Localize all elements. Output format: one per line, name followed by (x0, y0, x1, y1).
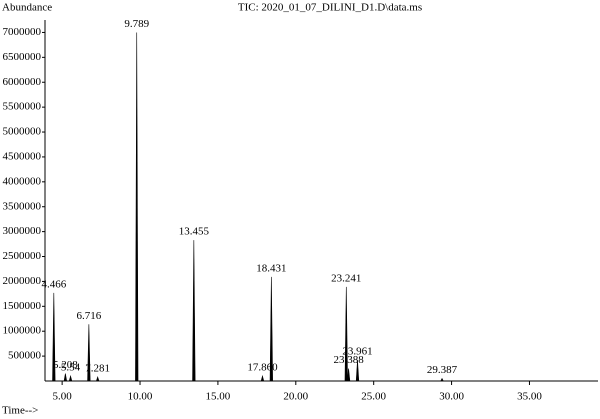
y-tick-label: 1500000 (3, 300, 42, 312)
x-tick-label: 10.00 (128, 391, 153, 403)
peak-label: 23.241 (331, 272, 361, 284)
peak (68, 374, 73, 382)
y-tick-label: 4500000 (3, 150, 42, 162)
peak (192, 240, 196, 382)
peak (440, 377, 444, 382)
peak (87, 324, 91, 382)
x-tick-label: 20.00 (283, 391, 308, 403)
x-tick-label: 15.00 (206, 391, 231, 403)
y-tick-label: 6000000 (3, 76, 42, 88)
y-tick-label: 3000000 (3, 225, 42, 237)
peak-label: 23.961 (342, 346, 372, 358)
peak-label: 5.208 (53, 359, 78, 371)
peak (63, 373, 68, 382)
x-tick-label: 5.00 (53, 391, 73, 403)
peak (95, 376, 100, 382)
y-tick-label: 6500000 (3, 51, 42, 63)
y-tick-label: 1000000 (3, 325, 42, 337)
peak (346, 368, 351, 382)
peak (355, 360, 360, 382)
peak-label: 18.431 (256, 262, 286, 274)
peak (344, 286, 348, 382)
peak-label: 17.860 (247, 362, 278, 374)
peak (135, 32, 139, 382)
y-tick-label: 500000 (8, 350, 42, 362)
y-tick-label: 2000000 (3, 275, 42, 287)
peak-label: 9.789 (124, 18, 149, 30)
peak-label: 5.54 (61, 362, 81, 374)
peak-label: 23.388 (333, 354, 364, 366)
x-axis-label: Time--> (2, 405, 38, 417)
peak-label: 6.716 (76, 310, 101, 322)
peak-label: 7.281 (85, 363, 110, 375)
y-tick-label: 4000000 (3, 175, 42, 187)
peak (52, 292, 56, 382)
y-tick-label: 3500000 (3, 200, 42, 212)
peak (260, 374, 265, 382)
y-tick-label: 5000000 (3, 126, 42, 138)
x-tick-label: 25.00 (361, 391, 386, 403)
peak (269, 276, 273, 382)
peak-label: 13.455 (179, 226, 210, 238)
y-axis-label: Abundance (2, 2, 52, 14)
y-tick-label: 2500000 (3, 250, 42, 262)
x-tick-label: 35.00 (517, 391, 542, 403)
peak-label: 29.387 (427, 364, 458, 376)
y-tick-label: 5500000 (3, 101, 42, 113)
peak-label: 4.466 (41, 278, 66, 290)
y-tick-label: 7000000 (3, 26, 42, 38)
chart-title: TIC: 2020_01_07_DILINI_D1.D\data.ms (238, 2, 422, 14)
x-tick-label: 30.00 (439, 391, 464, 403)
